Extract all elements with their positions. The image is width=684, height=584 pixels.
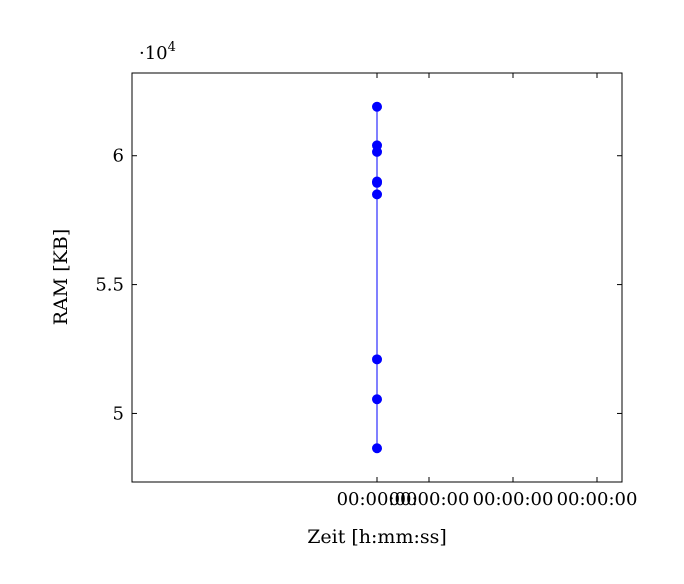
axis-ticks (132, 73, 622, 482)
y-tick-label: 5.5 (95, 275, 124, 296)
x-tick-label: 00:00:00 (389, 489, 470, 510)
x-tick-label: 00:00:00 (557, 489, 638, 510)
data-point (372, 443, 382, 454)
data-point (372, 354, 382, 365)
y-tick-label: 6 (113, 146, 124, 167)
data-point (372, 394, 382, 405)
y-axis-label: RAM [KB] (50, 229, 72, 326)
x-tick-label: 00:00:00 (473, 489, 554, 510)
x-tick-label: 00:00:00 (337, 489, 418, 510)
y-tick-label: 5 (113, 403, 124, 424)
y-scale-label: ·104 (139, 40, 176, 64)
data-point (372, 101, 382, 112)
plot-frame (131, 72, 623, 483)
series-group (372, 101, 382, 454)
y-tick-labels: 55.56 (95, 146, 124, 425)
x-axis-label: Zeit [h:mm:ss] (307, 526, 447, 548)
data-point (372, 146, 382, 157)
y-scale-exponent: 4 (168, 40, 176, 55)
data-point (372, 177, 382, 188)
data-point (372, 189, 382, 200)
